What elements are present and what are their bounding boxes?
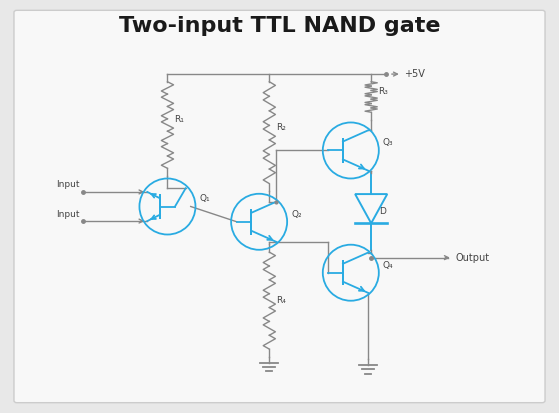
Text: Two-input TTL NAND gate: Two-input TTL NAND gate bbox=[119, 16, 440, 36]
Text: Q₃: Q₃ bbox=[383, 138, 394, 147]
Text: Q₄: Q₄ bbox=[383, 261, 394, 270]
Text: R₁: R₁ bbox=[174, 115, 184, 124]
Text: R₃: R₃ bbox=[378, 88, 388, 96]
Text: Q₁: Q₁ bbox=[200, 195, 210, 203]
Text: R₄: R₄ bbox=[277, 296, 286, 305]
Text: R₂: R₂ bbox=[277, 123, 286, 132]
Text: +5V: +5V bbox=[404, 69, 425, 79]
Text: Q₂: Q₂ bbox=[291, 210, 302, 218]
Text: Input: Input bbox=[56, 209, 79, 218]
Text: Input: Input bbox=[56, 180, 79, 190]
Text: Output: Output bbox=[455, 253, 489, 263]
Text: D: D bbox=[379, 207, 386, 216]
